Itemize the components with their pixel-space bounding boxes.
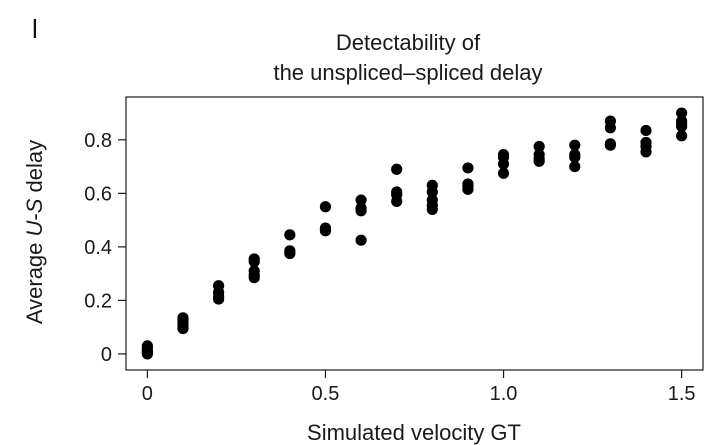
chart-title-line-1: Detectability of xyxy=(336,30,481,55)
x-axis-label: Simulated velocity GT xyxy=(307,420,521,445)
chart-title-line-2: the unspliced–spliced delay xyxy=(273,60,542,85)
y-axis-label-part-dash: - xyxy=(22,213,47,220)
data-point xyxy=(569,151,581,163)
data-point xyxy=(676,107,688,119)
data-point xyxy=(569,139,581,151)
data-point xyxy=(676,120,688,133)
data-point xyxy=(284,229,296,241)
x-axis-ticks: 0 0.5 1.0 1.5 xyxy=(142,370,696,405)
y-tick-label: 0.4 xyxy=(84,237,112,259)
data-point xyxy=(177,322,189,335)
y-axis-label-part-2: delay xyxy=(22,140,47,199)
y-tick-label: 0.8 xyxy=(84,130,112,152)
x-tick-label: 1.5 xyxy=(668,383,696,405)
plot-frame xyxy=(125,96,704,371)
x-tick-label: 1.0 xyxy=(490,383,518,405)
data-point xyxy=(355,205,367,217)
data-point xyxy=(426,203,438,216)
data-point xyxy=(391,163,403,175)
data-points xyxy=(141,107,688,360)
data-point xyxy=(355,194,367,206)
data-point xyxy=(462,183,474,195)
data-point xyxy=(391,195,403,207)
data-point xyxy=(284,247,296,260)
data-point xyxy=(676,130,688,142)
data-point xyxy=(248,272,260,284)
x-tick-label: 0.5 xyxy=(312,383,340,405)
y-tick-label: 0.6 xyxy=(84,183,112,205)
data-point xyxy=(248,256,260,268)
data-point xyxy=(640,146,652,158)
data-point xyxy=(426,186,438,198)
data-point xyxy=(604,139,616,151)
data-point xyxy=(319,201,332,213)
y-tick-label: 0 xyxy=(101,344,112,366)
data-point xyxy=(640,124,652,137)
panel-label: l xyxy=(32,14,38,44)
y-axis-label-part-u: U xyxy=(22,220,47,236)
data-point xyxy=(533,155,545,167)
data-point xyxy=(355,234,367,246)
y-tick-label: 0.2 xyxy=(84,290,112,312)
y-axis-ticks: 0 0.2 0.4 0.6 0.8 xyxy=(84,130,126,366)
y-axis-label: Average U-S delay xyxy=(22,140,47,324)
data-point xyxy=(141,348,153,360)
data-point xyxy=(213,293,225,305)
data-point xyxy=(462,162,474,174)
data-point xyxy=(497,167,510,179)
y-axis-label-part-1: Average xyxy=(22,236,47,324)
data-point xyxy=(533,140,545,153)
y-axis-label-part-s: S xyxy=(22,198,47,213)
x-tick-label: 0 xyxy=(142,383,153,405)
data-point xyxy=(319,225,332,237)
data-point xyxy=(497,158,510,170)
data-point xyxy=(604,122,616,134)
data-point xyxy=(569,160,581,173)
